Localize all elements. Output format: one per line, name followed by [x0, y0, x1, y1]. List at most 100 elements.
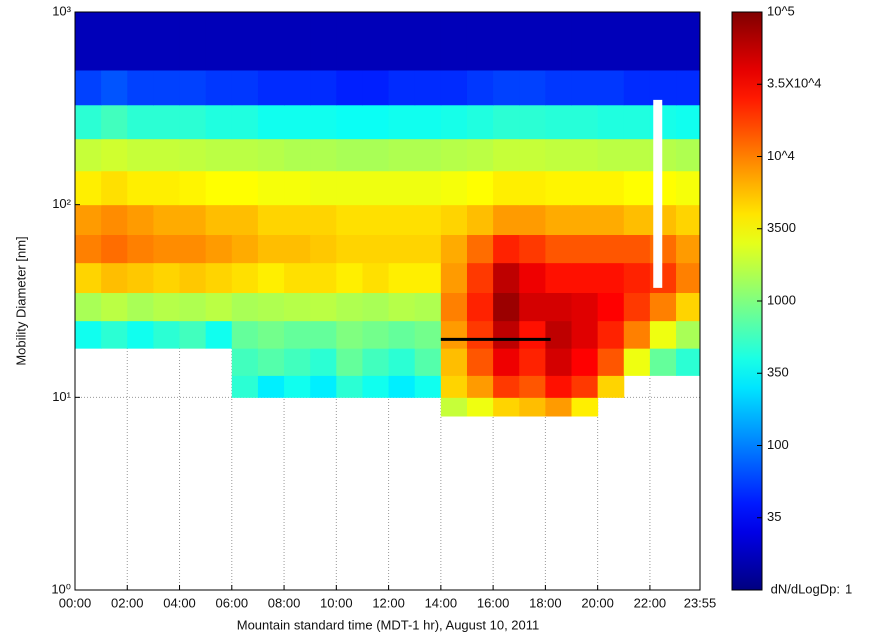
- heat-cell: [127, 292, 154, 322]
- heat-cell: [414, 170, 442, 206]
- heat-cell: [231, 69, 259, 106]
- heat-cell: [231, 104, 259, 140]
- heat-cell: [623, 69, 651, 106]
- heat-cell: [153, 104, 181, 140]
- heat-cell: [179, 204, 207, 236]
- heat-cell: [466, 204, 494, 236]
- heat-cell: [519, 320, 546, 349]
- heat-cell: [231, 375, 259, 398]
- heat-cell: [649, 320, 677, 349]
- heat-cell: [519, 234, 546, 264]
- heat-cell: [310, 104, 337, 140]
- heat-cell: [362, 320, 390, 349]
- heat-cell: [623, 104, 651, 140]
- heat-cell: [623, 320, 651, 349]
- heat-cell: [519, 262, 546, 294]
- heat-cell: [257, 348, 285, 376]
- heat-cell: [545, 397, 573, 417]
- heat-cell: [545, 234, 573, 264]
- heat-cell: [336, 170, 363, 206]
- heat-cell: [127, 12, 154, 71]
- heat-cell: [205, 234, 233, 264]
- heat-cell: [571, 292, 599, 322]
- colorbar-tick-label: 1: [845, 581, 852, 596]
- heat-cell: [623, 204, 651, 236]
- heat-cell: [519, 375, 546, 398]
- x-tick-label: 16:00: [477, 595, 510, 610]
- heat-cell: [75, 292, 102, 322]
- x-tick-label: 18:00: [529, 595, 562, 610]
- heat-cell: [493, 348, 520, 376]
- heat-cell: [257, 262, 285, 294]
- heat-cell: [519, 69, 546, 106]
- heat-cell: [388, 375, 416, 398]
- heat-cell: [75, 234, 102, 264]
- heat-cell: [310, 292, 337, 322]
- heat-cell: [623, 234, 651, 264]
- heat-cell: [388, 69, 416, 106]
- heat-cell: [362, 375, 390, 398]
- heat-cell: [649, 69, 677, 106]
- heat-cell: [257, 292, 285, 322]
- heat-cell: [571, 138, 599, 172]
- y-tick-label: 10¹: [52, 389, 71, 404]
- heat-cell: [676, 138, 700, 172]
- heat-cell: [231, 292, 259, 322]
- heat-cell: [519, 204, 546, 236]
- heat-cell: [257, 104, 285, 140]
- heat-cell: [545, 69, 573, 106]
- heat-cell: [362, 204, 390, 236]
- heat-cell: [623, 138, 651, 172]
- heat-cell: [231, 348, 259, 376]
- heat-cell: [466, 262, 494, 294]
- heat-cell: [336, 204, 363, 236]
- heat-cell: [231, 262, 259, 294]
- heat-cell: [493, 69, 520, 106]
- heat-cell: [414, 12, 442, 71]
- colorbar-tick-label: 3.5X10^4: [767, 76, 822, 91]
- heat-cell: [676, 69, 700, 106]
- heat-cell: [440, 292, 468, 322]
- heat-cell: [75, 104, 102, 140]
- heat-cell: [597, 348, 625, 376]
- heat-cell: [676, 262, 700, 294]
- x-tick-label: 10:00: [320, 595, 353, 610]
- heat-cell: [388, 170, 416, 206]
- x-tick-label: 00:00: [59, 595, 92, 610]
- heat-cell: [440, 170, 468, 206]
- heat-cell: [257, 204, 285, 236]
- heat-cell: [519, 397, 546, 417]
- heat-cell: [127, 170, 154, 206]
- x-tick-label: 23:55: [684, 595, 717, 610]
- heat-cell: [545, 170, 573, 206]
- x-tick-label: 12:00: [372, 595, 405, 610]
- heat-cell: [493, 170, 520, 206]
- heat-cell: [623, 348, 651, 376]
- heat-cell: [205, 12, 233, 71]
- heat-cell: [414, 320, 442, 349]
- heat-cell: [336, 375, 363, 398]
- heat-cell: [597, 104, 625, 140]
- heat-cell: [493, 375, 520, 398]
- heat-cell: [545, 12, 573, 71]
- heat-cell: [597, 320, 625, 349]
- heat-cell: [257, 170, 285, 206]
- heat-cell: [284, 12, 311, 71]
- heat-cell: [257, 69, 285, 106]
- heat-cell: [388, 262, 416, 294]
- heat-cell: [519, 348, 546, 376]
- heat-cell: [440, 375, 468, 398]
- colorbar-tick-label: 1000: [767, 292, 796, 307]
- heat-cell: [545, 138, 573, 172]
- heat-cell: [284, 138, 311, 172]
- heat-cell: [388, 234, 416, 264]
- heat-cell: [519, 292, 546, 322]
- heat-cell: [75, 320, 102, 349]
- heat-cell: [153, 170, 181, 206]
- heat-cell: [571, 375, 599, 398]
- heat-cell: [623, 292, 651, 322]
- heat-cell: [388, 348, 416, 376]
- heat-cell: [623, 262, 651, 294]
